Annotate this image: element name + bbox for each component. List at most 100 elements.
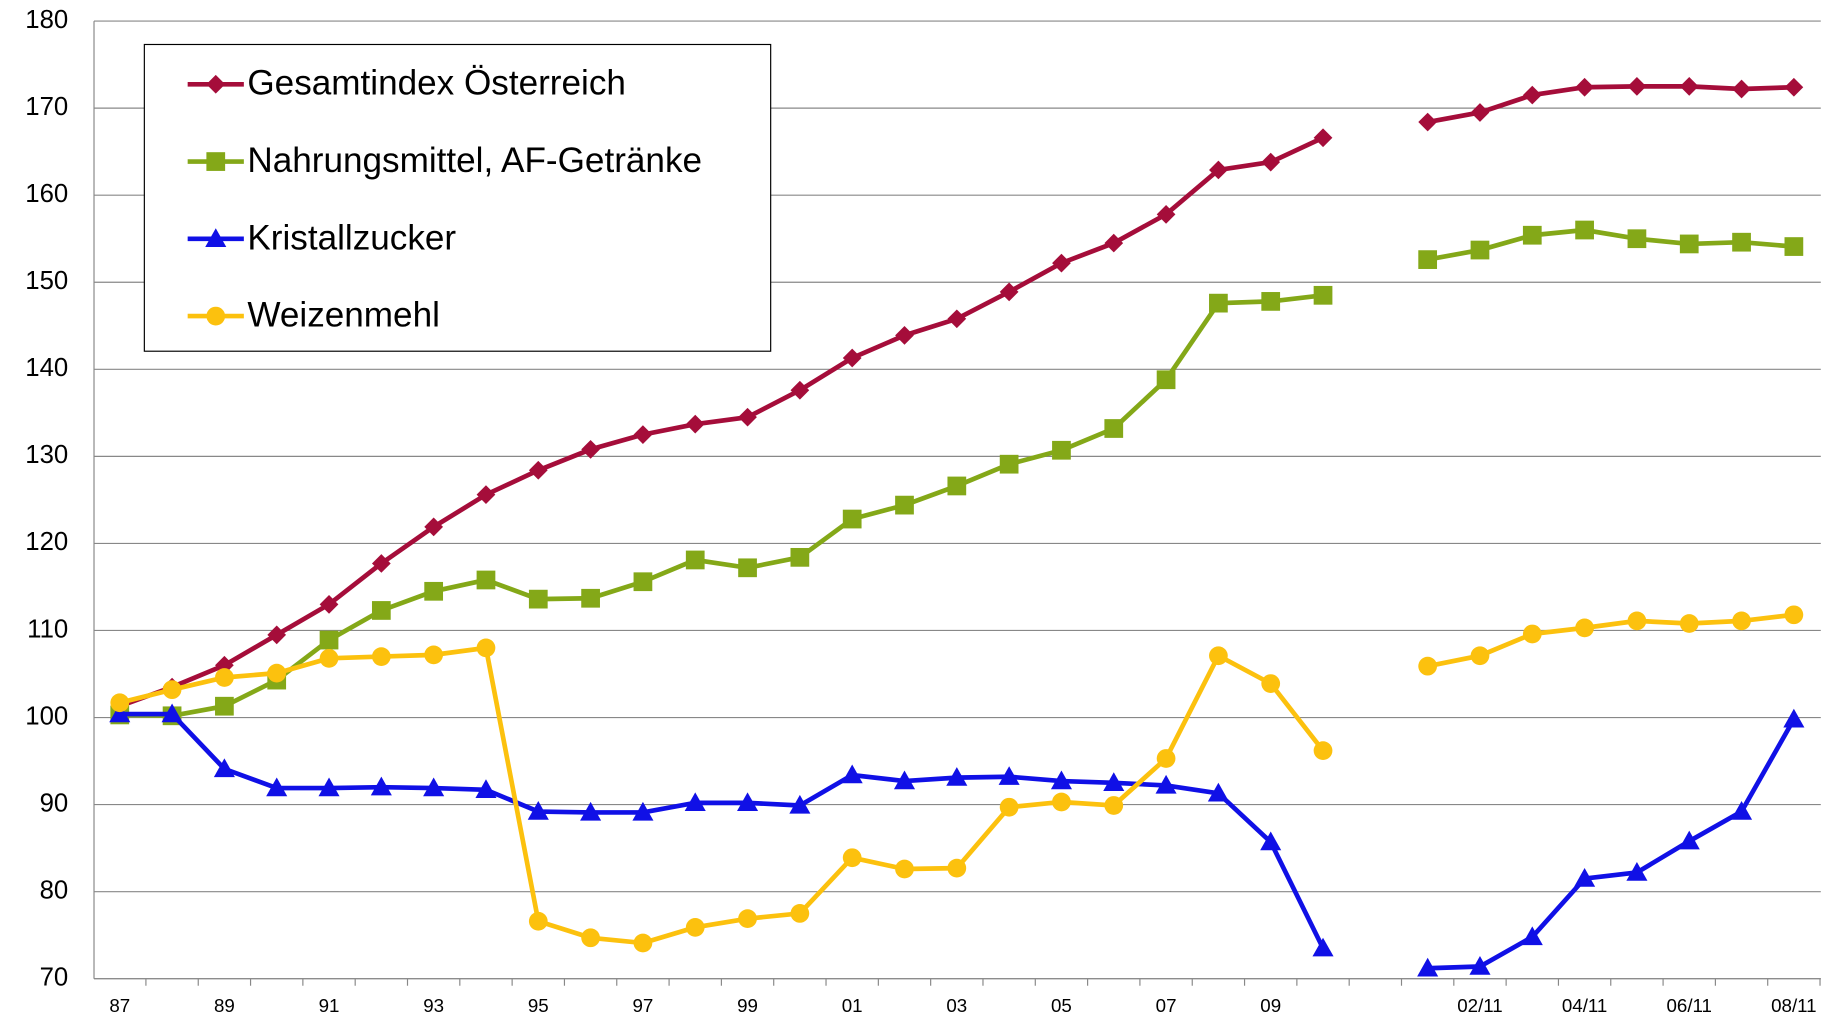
data-point (1626, 861, 1648, 881)
data-point (266, 777, 288, 797)
data-point (1469, 955, 1491, 975)
data-point (267, 625, 287, 645)
data-point (424, 581, 444, 601)
legend-label: Nahrungsmittel, AF-Getränke (247, 141, 702, 180)
data-point (476, 570, 496, 590)
data-point (633, 572, 653, 592)
x-tick-label: 04/11 (1562, 995, 1607, 1015)
data-point (423, 777, 445, 797)
data-point (424, 645, 444, 665)
data-point (1732, 79, 1751, 99)
data-point (685, 917, 705, 937)
x-tick-label: 07 (1156, 995, 1177, 1015)
x-tick-label: 09 (1260, 995, 1281, 1015)
data-point (895, 325, 914, 345)
data-point (1627, 611, 1647, 631)
data-point (528, 911, 548, 931)
data-point (842, 848, 862, 868)
data-point (1050, 770, 1072, 790)
data-point (1104, 796, 1124, 815)
data-point (319, 630, 339, 650)
y-tick-label: 100 (25, 702, 68, 730)
data-point (1678, 830, 1700, 850)
legend-label: Kristallzucker (247, 218, 456, 257)
data-point (213, 758, 235, 778)
x-tick-label: 02/11 (1457, 995, 1502, 1015)
series-line (119, 711, 1796, 971)
data-point (371, 647, 391, 666)
data-point (1418, 250, 1438, 269)
y-tick-label: 110 (27, 615, 68, 643)
legend-marker (206, 306, 226, 326)
data-point (1522, 225, 1542, 245)
x-tick-label: 87 (109, 995, 130, 1015)
data-point (475, 779, 497, 798)
data-point (319, 594, 339, 614)
x-tick-label: 01 (842, 995, 863, 1015)
data-point (1052, 440, 1071, 460)
data-point (527, 801, 549, 820)
data-point (1732, 232, 1751, 252)
legend-label: Weizenmehl (247, 296, 440, 335)
data-point (1312, 937, 1334, 957)
data-point (161, 703, 183, 723)
data-point (998, 766, 1020, 785)
data-point (1783, 708, 1805, 728)
data-point (947, 476, 967, 496)
data-point (1575, 77, 1594, 97)
data-point (267, 663, 287, 683)
data-point (1521, 926, 1543, 946)
data-point (738, 407, 757, 427)
data-point (893, 770, 916, 790)
data-point (1470, 103, 1490, 122)
data-point (1470, 646, 1490, 666)
y-tick-label: 150 (25, 267, 68, 295)
data-point (581, 928, 600, 948)
data-point (318, 777, 340, 797)
data-point (1052, 253, 1071, 273)
data-point (1679, 77, 1699, 96)
legend-label: Gesamtindex Österreich (247, 64, 626, 103)
data-point (633, 425, 653, 444)
data-point (789, 794, 811, 814)
data-point (1207, 782, 1229, 802)
data-point (1313, 128, 1333, 148)
data-point (1156, 749, 1176, 768)
legend-marker (206, 152, 226, 171)
data-point (215, 668, 234, 687)
x-tick-label: 05 (1051, 995, 1072, 1015)
data-point (1575, 618, 1594, 638)
data-point (1418, 112, 1438, 132)
data-point (370, 776, 392, 796)
x-tick-label: 99 (737, 995, 758, 1015)
y-tick-label: 140 (25, 354, 68, 382)
data-point (1313, 285, 1333, 305)
y-tick-label: 90 (40, 789, 69, 817)
data-point (1104, 233, 1124, 253)
data-point (1261, 674, 1281, 693)
data-point (528, 460, 548, 480)
data-point (633, 933, 653, 953)
data-point (1209, 646, 1228, 666)
data-point (1784, 237, 1804, 256)
x-tick-label: 08/11 (1771, 995, 1816, 1015)
data-point (1522, 85, 1542, 105)
y-tick-label: 180 (25, 6, 68, 34)
y-tick-label: 120 (25, 528, 68, 556)
data-point (685, 550, 705, 570)
data-point (1627, 77, 1647, 96)
data-point (841, 764, 863, 784)
data-point (999, 797, 1019, 817)
data-point (371, 601, 391, 620)
data-point (476, 638, 496, 658)
data-point (580, 801, 602, 821)
data-point (162, 680, 182, 700)
data-point (737, 792, 759, 812)
data-point (1104, 419, 1124, 438)
data-point (1732, 611, 1751, 631)
data-point (1313, 741, 1333, 760)
legend-marker (205, 228, 227, 248)
y-tick-label: 160 (25, 180, 68, 208)
data-point (1156, 204, 1176, 224)
x-tick-label: 03 (946, 995, 967, 1015)
